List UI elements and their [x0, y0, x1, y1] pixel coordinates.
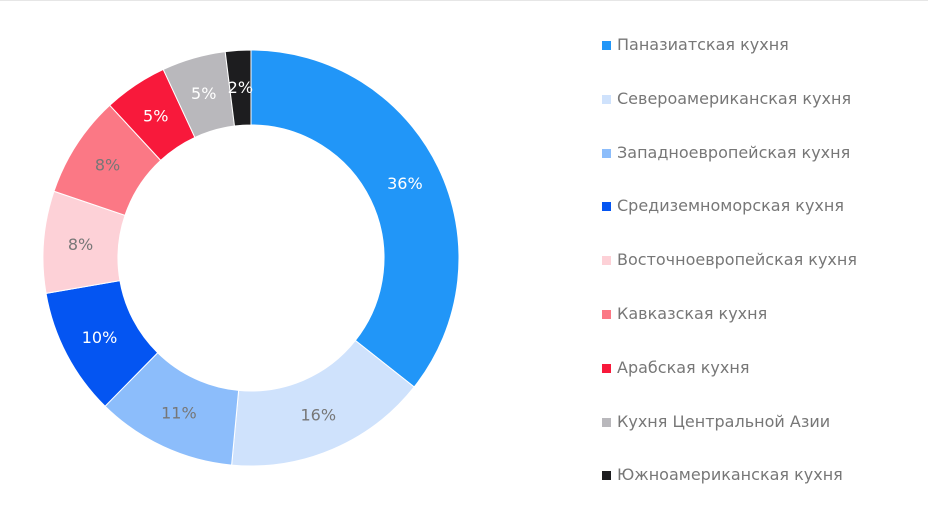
- legend-label: Кухня Центральной Азии: [617, 411, 831, 431]
- legend-label: Южноамериканская кухня: [617, 465, 843, 485]
- legend-swatch: [602, 256, 611, 266]
- legend-item: Средиземноморская кухня: [602, 194, 922, 248]
- legend-swatch: [602, 41, 611, 50]
- legend-swatch: [602, 148, 611, 158]
- legend-swatch: [602, 309, 611, 319]
- slice-data-label: 36%: [387, 174, 423, 193]
- slice-data-label: 8%: [68, 235, 93, 254]
- donut-slice: [250, 49, 460, 388]
- slice-data-label: 10%: [82, 328, 118, 347]
- legend-swatch: [602, 202, 611, 212]
- slice-data-label: 2%: [228, 78, 253, 97]
- slice-data-label: 8%: [95, 155, 120, 174]
- slice-data-label: 5%: [143, 107, 168, 126]
- chart-legend: Паназиатская кухня Североамериканская кух…: [602, 33, 922, 517]
- slice-data-label: 16%: [300, 406, 336, 425]
- legend-label: Североамериканская кухня: [617, 88, 852, 108]
- slice-data-label: 11%: [161, 404, 197, 423]
- legend-swatch: [602, 94, 611, 104]
- legend-label: Арабская кухня: [617, 357, 750, 377]
- legend-item: Кавказская кухня: [602, 302, 922, 356]
- chart-data-labels: 36% 16% 11% 10% 8% 8% 5% 5% 2%: [68, 78, 423, 425]
- legend-label: Западноевропейская кухня: [617, 142, 851, 162]
- legend-item: Восточноевропейская кухня: [602, 248, 922, 302]
- legend-item: Арабская кухня: [602, 356, 922, 410]
- legend-label: Восточноевропейская кухня: [617, 250, 857, 270]
- chart-slices: [42, 49, 460, 467]
- top-divider: [0, 0, 928, 1]
- legend-label: Средиземноморская кухня: [617, 196, 844, 216]
- legend-swatch: [602, 417, 611, 427]
- legend-item: Южноамериканская кухня: [602, 463, 922, 517]
- legend-item: Кухня Центральной Азии: [602, 410, 922, 464]
- donut-slice: [224, 49, 252, 127]
- legend-swatch: [602, 471, 611, 481]
- legend-label: Кавказская кухня: [617, 303, 768, 323]
- legend-item: Паназиатская кухня: [602, 33, 922, 87]
- legend-item: Западноевропейская кухня: [602, 141, 922, 195]
- legend-swatch: [602, 363, 611, 373]
- legend-label: Паназиатская кухня: [617, 35, 789, 54]
- slice-data-label: 5%: [191, 84, 216, 103]
- legend-item: Североамериканская кухня: [602, 87, 922, 141]
